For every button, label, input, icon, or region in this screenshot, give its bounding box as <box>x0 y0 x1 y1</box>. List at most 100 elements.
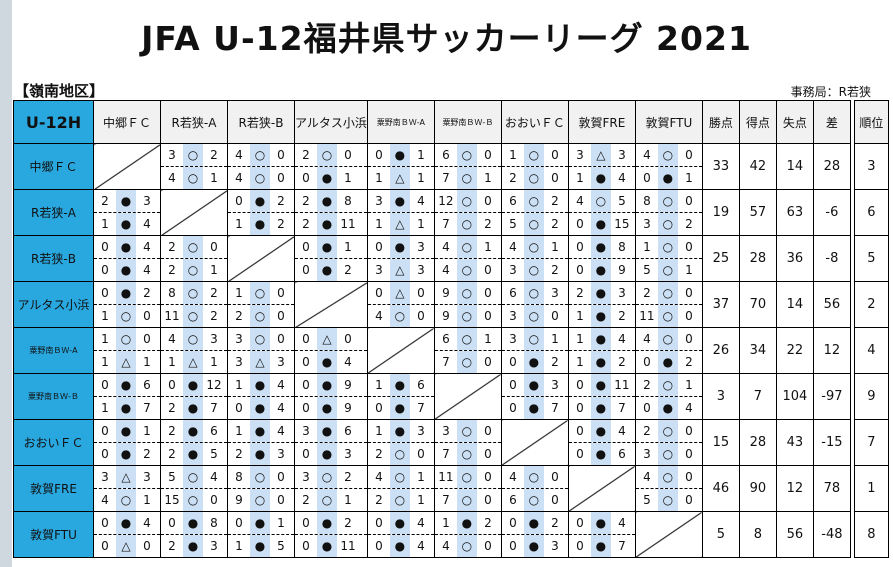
first-leg: 11 ○ 0 <box>434 466 501 489</box>
first-leg: 0 ● 9 <box>295 374 367 397</box>
result-symbol: ● <box>250 535 270 557</box>
first-leg: 2 ○ 0 <box>635 420 702 443</box>
first-leg: 8 ○ 2 <box>161 282 227 305</box>
result-symbol: ● <box>389 512 410 534</box>
match-cell: 4 ○ 0 4 ○ 0 <box>227 143 295 190</box>
result-symbol: ○ <box>456 305 477 327</box>
goals-against: 0 <box>143 539 151 553</box>
result-symbol: ● <box>116 397 136 419</box>
goals-for: 2 <box>168 401 176 415</box>
column-header-team: R若狭-B <box>227 100 295 144</box>
goals-scored-cell: 7 <box>738 373 777 420</box>
goals-against: 1 <box>685 263 693 277</box>
goals-for: 3 <box>375 194 383 208</box>
result-symbol: ● <box>183 535 203 557</box>
goals-against: 1 <box>417 493 425 507</box>
rank-cell: 1 <box>853 465 889 512</box>
result-symbol: ● <box>657 167 678 189</box>
second-leg: 7 ○ 1 <box>435 167 501 189</box>
match-cell: 4 ○ 0 0 ● 2 <box>634 327 703 374</box>
second-leg: 5 ○ 0 <box>636 489 702 511</box>
goals-for: 1 <box>101 332 109 346</box>
goals-for: 1 <box>235 539 243 553</box>
goals-for: 0 <box>375 539 383 553</box>
goals-against: 2 <box>344 263 352 277</box>
result-symbol: ● <box>317 190 337 212</box>
result-symbol: ○ <box>523 328 544 350</box>
goals-for: 0 <box>302 355 310 369</box>
region-label: 【嶺南地区】 <box>14 82 105 100</box>
first-leg: 2 ● 8 <box>295 190 367 213</box>
result-symbol: △ <box>116 466 136 488</box>
goals-against: 2 <box>143 286 151 300</box>
column-header-team: 敦賀FTU <box>634 100 703 144</box>
goals-against: 15 <box>614 217 630 231</box>
goals-against: 0 <box>685 309 693 323</box>
goals-for: 2 <box>302 148 310 162</box>
first-leg: 0 ● 2 <box>228 190 294 213</box>
second-leg: 0 ● 4 <box>228 397 294 419</box>
result-symbol: ○ <box>456 351 477 373</box>
result-symbol: ● <box>657 351 678 373</box>
match-cell: 8 ○ 2 11 ○ 2 <box>160 281 228 328</box>
points-cell: 37 <box>701 281 740 328</box>
result-symbol: ● <box>116 512 136 534</box>
second-leg: 3 ○ 0 <box>636 443 702 465</box>
goals-for: 7 <box>442 493 450 507</box>
result-symbol: ○ <box>523 489 544 511</box>
second-leg: 0 ● 1 <box>636 167 702 189</box>
goal-difference-cell: -8 <box>812 235 851 282</box>
result-symbol: ● <box>317 213 337 235</box>
result-symbol: ○ <box>657 328 678 350</box>
first-leg: 0 ● 4 <box>568 512 635 535</box>
result-symbol: ● <box>590 282 611 304</box>
goal-difference-cell: -97 <box>812 373 851 420</box>
goals-for: 2 <box>235 447 243 461</box>
goals-for: 2 <box>509 171 517 185</box>
goals-against: 2 <box>210 309 218 323</box>
goals-scored-cell: 42 <box>738 143 777 190</box>
second-leg: 4 ○ 0 <box>368 305 434 327</box>
second-leg: 3 △ 3 <box>228 351 294 373</box>
office-label: 事務局：R若狭 <box>790 85 871 99</box>
goals-against: 4 <box>143 516 151 530</box>
goals-against: 0 <box>551 171 559 185</box>
result-symbol: ○ <box>657 236 678 258</box>
goals-against: 0 <box>551 309 559 323</box>
match-cell: 0 △ 0 4 ○ 0 <box>366 281 435 328</box>
goals-against: 0 <box>277 493 285 507</box>
goals-for: 4 <box>168 332 176 346</box>
result-symbol: ● <box>590 420 611 442</box>
points-cell: 25 <box>701 235 740 282</box>
match-cell: 0 ● 4 0 ● 7 <box>567 511 636 558</box>
goals-for: 3 <box>101 470 109 484</box>
result-symbol: ○ <box>183 282 203 304</box>
second-leg: 0 ● 2 <box>295 259 367 281</box>
result-symbol: ● <box>250 512 270 534</box>
second-leg: 0 ● 7 <box>569 535 635 557</box>
result-symbol: ○ <box>523 190 544 212</box>
goals-against: 3 <box>551 378 559 392</box>
result-symbol: ○ <box>456 213 477 235</box>
result-symbol: ○ <box>456 443 477 465</box>
match-cell: 6 ○ 3 3 ○ 0 <box>500 281 569 328</box>
match-cell: 4 ○ 0 5 ○ 0 <box>634 465 703 512</box>
result-symbol: ● <box>183 420 203 442</box>
goal-difference-cell: -15 <box>812 419 851 466</box>
match-cell: 0 ● 12 2 ● 7 <box>160 373 228 420</box>
goals-against: 3 <box>551 539 559 553</box>
goals-against: 0 <box>417 309 425 323</box>
goals-conceded-cell: 36 <box>775 235 814 282</box>
match-cell: 1 ● 4 2 ● 3 <box>227 419 295 466</box>
first-leg: 0 ● 6 <box>94 374 160 397</box>
goals-for: 0 <box>302 240 310 254</box>
first-leg: 1 ● 2 <box>434 512 501 535</box>
goals-against: 0 <box>685 493 693 507</box>
result-symbol: ● <box>116 190 136 212</box>
result-symbol: ○ <box>657 374 678 396</box>
second-leg: 7 ○ 0 <box>435 443 501 465</box>
result-symbol: ● <box>590 236 611 258</box>
goals-for: 9 <box>442 286 450 300</box>
first-leg: 8 ○ 0 <box>635 190 702 213</box>
result-symbol: ● <box>250 213 270 235</box>
